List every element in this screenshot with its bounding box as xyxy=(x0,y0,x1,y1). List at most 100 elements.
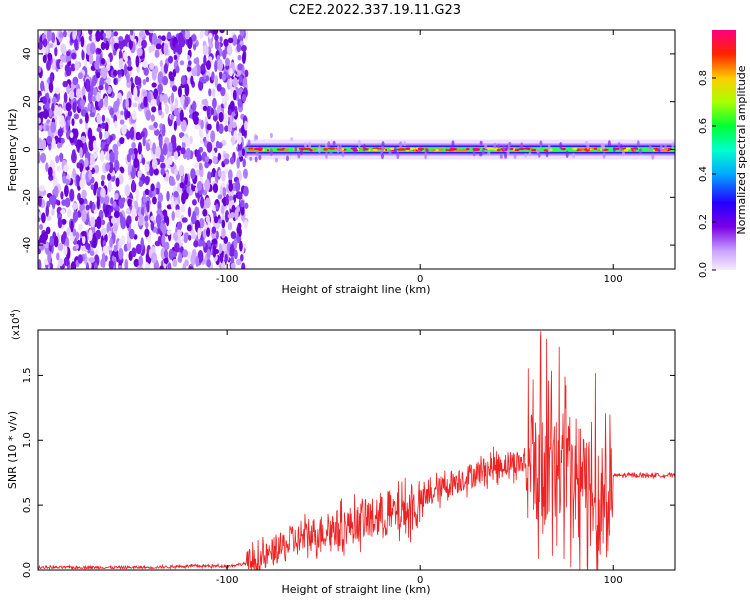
spectrogram-noise-cell xyxy=(63,184,69,197)
spectrogram-noise-cell xyxy=(157,192,164,203)
spectrogram-noise-cell xyxy=(105,155,110,161)
spectrogram-noise-cell xyxy=(214,34,219,41)
signal-sideband-cell xyxy=(472,150,476,157)
spectrogram-noise-cell xyxy=(81,140,88,154)
spectrogram-noise-cell xyxy=(88,164,93,171)
spectrogram-noise-cell xyxy=(223,158,230,165)
spectrogram-noise-cell xyxy=(187,36,193,50)
spectrogram-noise-cell xyxy=(122,51,128,61)
spectrogram-noise-cell xyxy=(217,152,222,161)
spectrogram-noise-cell xyxy=(214,38,219,50)
spectrogram-noise-cell xyxy=(199,131,204,139)
spectrogram-noise-cell xyxy=(217,169,222,177)
spectrogram-noise-cell xyxy=(172,140,177,153)
spectrogram-noise-cell xyxy=(117,265,123,269)
signal-sideband-cell xyxy=(671,141,675,149)
snr-panel: -100 0 100 0.0 0.5 1.0 1.5 Height of straight … xyxy=(6,309,676,596)
spectrogram-noise-cell xyxy=(208,33,213,39)
snr-scale-prefix: (x10 xyxy=(11,317,22,340)
spectrogram-noise-cell xyxy=(228,195,234,201)
spectrogram-noise-cell xyxy=(148,45,153,54)
spectrogram-noise-cell xyxy=(216,120,220,132)
spectrogram-noise-cell xyxy=(224,209,230,223)
spectrogram-noise-cell xyxy=(220,205,225,215)
signal-hotspot xyxy=(417,147,425,151)
spectrogram-noise-cell xyxy=(138,180,144,188)
spectrogram-noise-cell xyxy=(138,213,144,226)
spectrogram-noise-cell xyxy=(48,109,53,118)
spectrogram-noise-cell xyxy=(159,93,164,103)
spectrogram-noise-cell xyxy=(153,121,158,129)
spectrogram-noise-cell xyxy=(191,229,196,240)
signal-sideband-cell xyxy=(487,150,491,157)
signal-hotspot xyxy=(405,147,411,151)
signal-hotspot xyxy=(372,148,378,152)
signal-sideband-cell xyxy=(648,145,652,151)
spectrogram-noise-cell xyxy=(194,123,200,130)
colorbar-label: Normalized spectral amplitude xyxy=(735,65,748,234)
spectrogram-noise-cell xyxy=(66,50,71,57)
spectrogram-noise-cell xyxy=(38,184,45,192)
spectrogram-noise-cell xyxy=(221,73,226,82)
spectrogram-noise-cell xyxy=(112,50,117,56)
spectrogram-noise-cell xyxy=(133,258,140,268)
spectrogram-noise-cell xyxy=(155,38,162,46)
spectrogram-noise-cell xyxy=(87,103,92,112)
signal-sideband-cell xyxy=(317,145,321,154)
signal-sideband-cell xyxy=(403,141,407,147)
spectrogram-noise-cell xyxy=(157,235,162,245)
x-tick-label: 100 xyxy=(604,274,623,285)
spectrogram-noise-cell xyxy=(78,223,83,231)
spectrogram-noise-cell xyxy=(176,43,183,55)
spectrogram-noise-cell xyxy=(101,66,108,79)
signal-sideband-cell xyxy=(269,148,273,157)
spectrogram-noise-cell xyxy=(211,226,217,234)
spectrogram-noise-cell xyxy=(144,175,150,186)
spectrogram-noise-cell xyxy=(160,162,166,170)
y-tick-label: -20 xyxy=(22,189,33,205)
spectrogram-noise-cell xyxy=(179,60,185,66)
spectrogram-noise-cell xyxy=(38,123,43,131)
snr-xlabel: Height of straight line (km) xyxy=(281,583,430,596)
spectrogram-noise-cell xyxy=(61,218,67,225)
signal-sideband-cell xyxy=(362,143,366,152)
signal-sideband-cell xyxy=(285,155,289,162)
signal-hotspot xyxy=(596,149,600,152)
spectrogram-noise-cell xyxy=(109,237,114,248)
signal-sideband-cell xyxy=(341,151,345,158)
spectrogram-noise-cell xyxy=(240,45,247,52)
spectrogram-noise-cell xyxy=(62,175,67,184)
signal-hotspot xyxy=(496,148,501,152)
spectrogram-noise-cell xyxy=(100,30,105,41)
spectrogram-noise-cell xyxy=(167,55,174,64)
spectrogram-noise-cell xyxy=(56,165,62,173)
spectrogram-noise-cell xyxy=(98,84,104,91)
spectrogram-noise-cell xyxy=(192,199,197,206)
spectrogram-noise-cell xyxy=(124,184,131,197)
signal-sideband-cell xyxy=(274,157,278,163)
spectrogram-noise-cell xyxy=(57,243,64,252)
spectrogram-noise-cell xyxy=(177,221,183,231)
spectrogram-noise-cell xyxy=(50,208,55,216)
spectrogram-noise-cell xyxy=(91,79,97,87)
spectrogram-noise-cell xyxy=(232,77,238,88)
spectrogram-noise-cell xyxy=(144,221,149,229)
spectrogram-noise-cell xyxy=(135,55,140,68)
signal-sideband-cell xyxy=(380,153,384,160)
spectrogram-noise-cell xyxy=(51,137,56,150)
spectrogram-xlabel: Height of straight line (km) xyxy=(281,283,430,296)
signal-hotspot xyxy=(328,147,336,150)
spectrogram-noise-cell xyxy=(172,231,179,241)
spectrogram-noise-cell xyxy=(208,88,212,97)
spectrogram-noise-cell xyxy=(227,123,233,133)
spectrogram-noise-cell xyxy=(95,229,102,240)
spectrogram-panel: -100 0 100 -40 -20 0 20 40 Height of straight l… xyxy=(6,29,676,296)
spectrogram-noise-cell xyxy=(65,102,72,112)
spectrogram-noise-cell xyxy=(72,30,77,41)
spectrogram-noise-cell xyxy=(173,108,179,117)
spectrogram-noise-cell xyxy=(40,80,45,92)
spectrogram-noise-cell xyxy=(131,179,136,192)
spectrogram-noise-cell xyxy=(71,151,77,164)
spectrogram-noise-cell xyxy=(126,130,131,140)
signal-sideband-cell xyxy=(513,152,517,160)
